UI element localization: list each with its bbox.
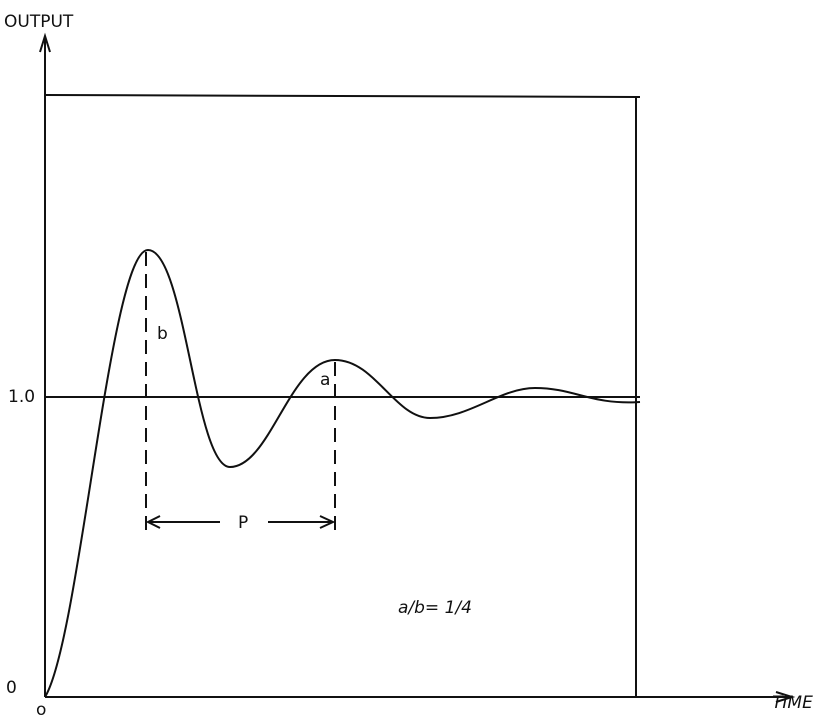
y-label: OUTPUT: [4, 12, 74, 32]
reference-label: 1.0: [8, 387, 35, 407]
peak-label: a: [320, 370, 330, 390]
y-origin: 0: [6, 678, 17, 698]
period-label: P: [238, 513, 248, 533]
x-origin: o: [36, 700, 46, 716]
peak-label: b: [157, 324, 168, 344]
diagram: OUTPUT TIME 0 o 1.0 b a P a/b= 1/4: [0, 0, 827, 716]
x-label: TIME: [772, 693, 813, 713]
ratio-label: a/b= 1/4: [398, 598, 472, 618]
